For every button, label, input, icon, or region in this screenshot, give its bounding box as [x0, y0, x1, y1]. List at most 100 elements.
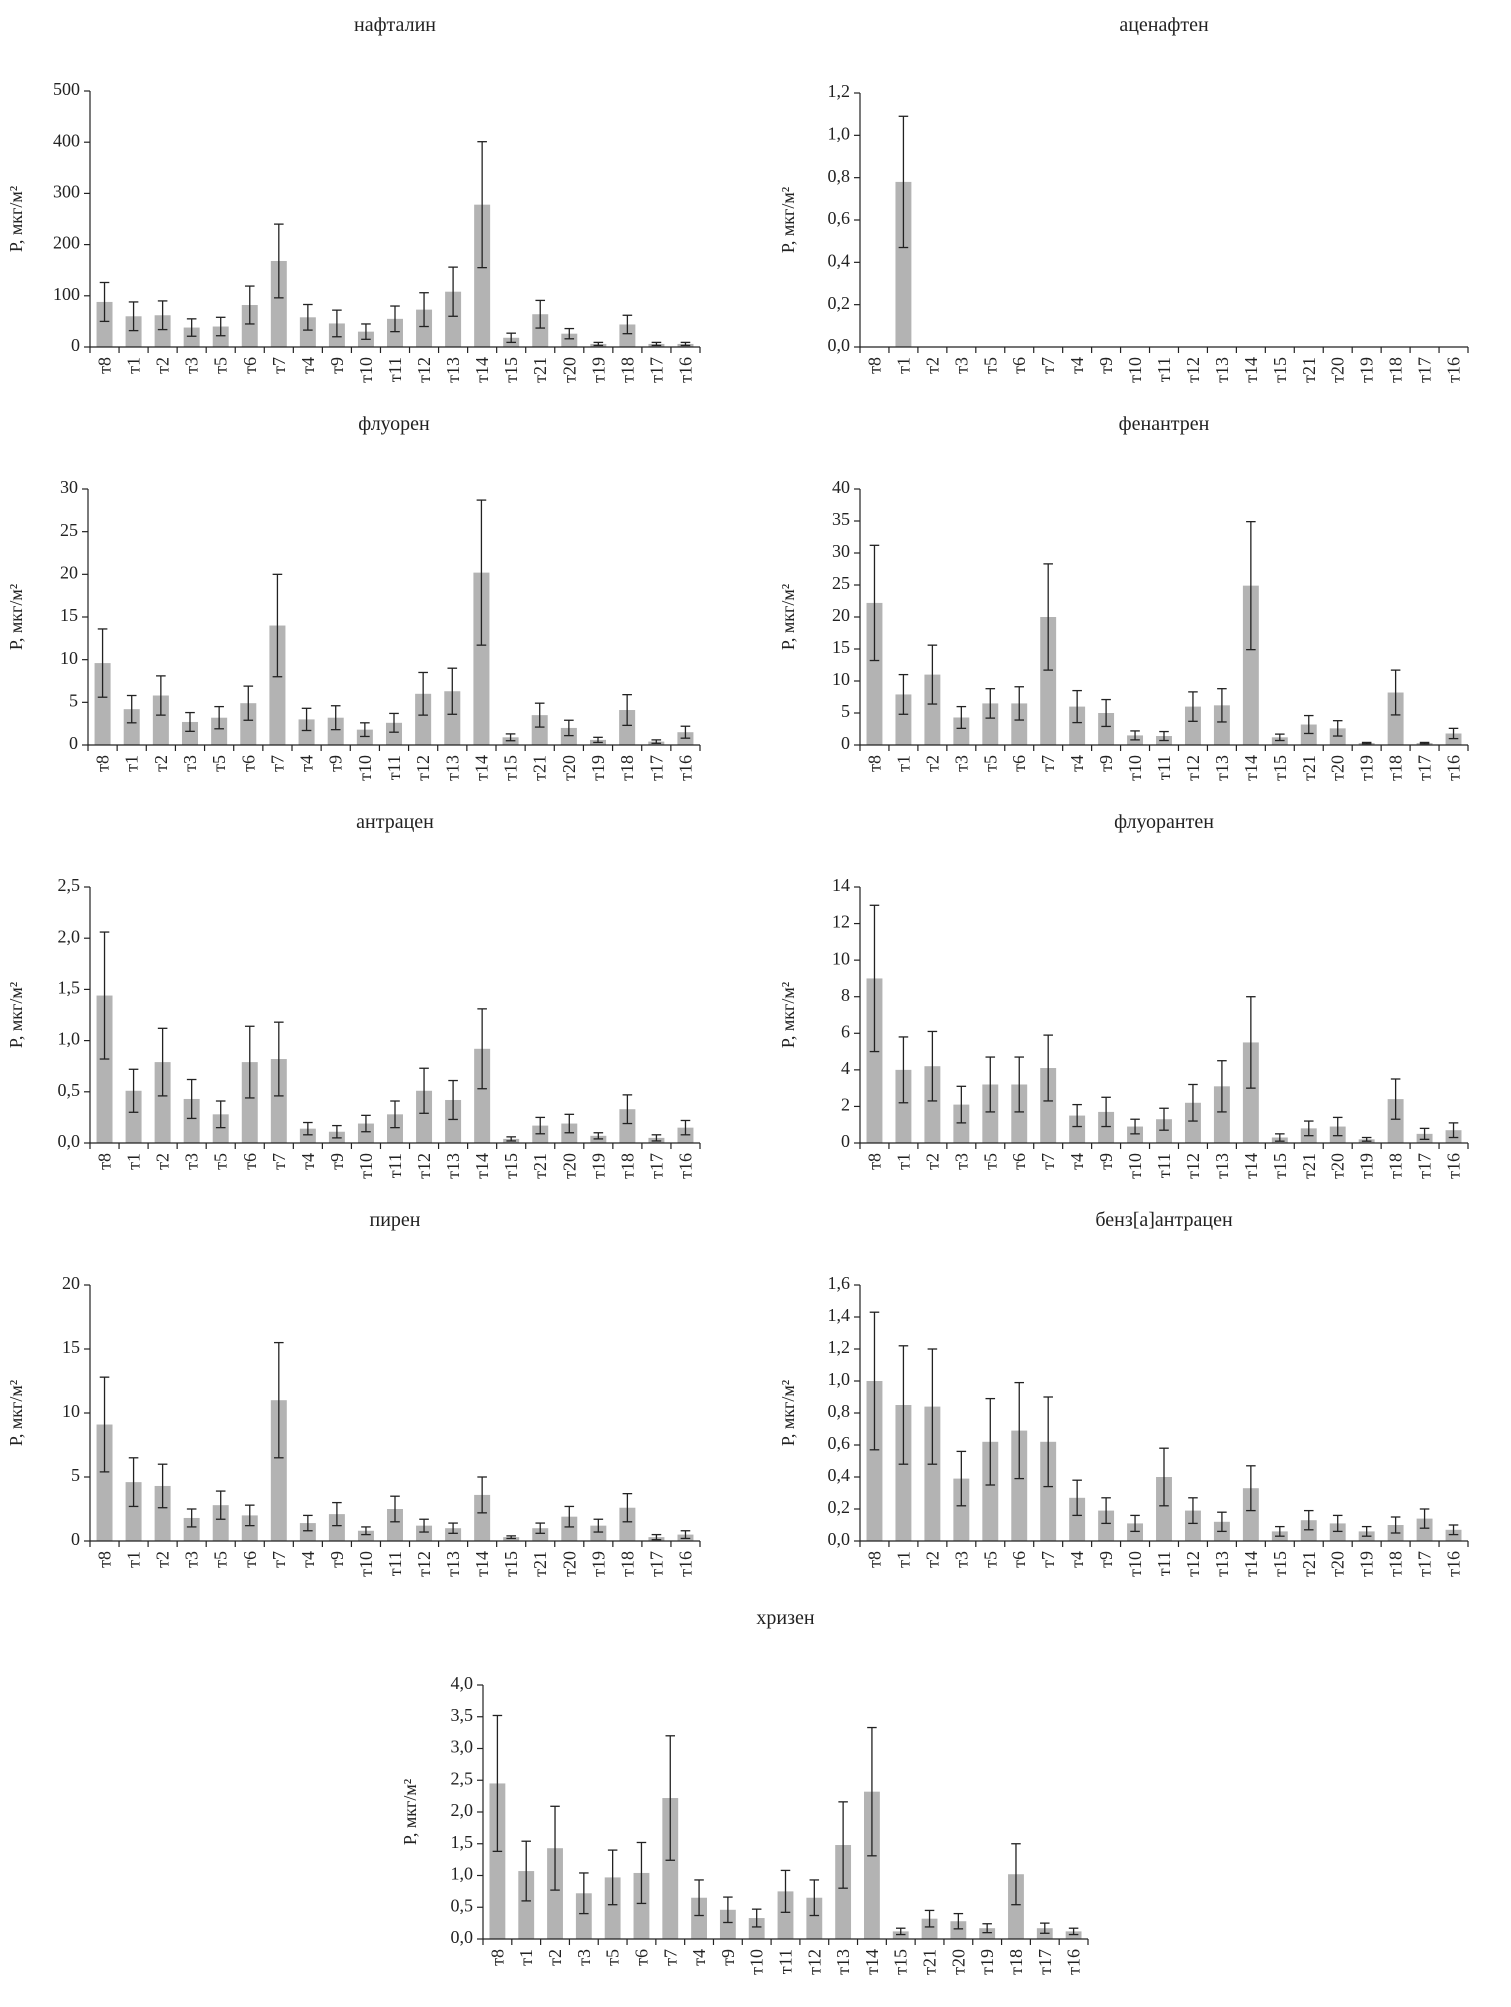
bar — [604, 1877, 621, 1939]
x-tick-label: т15 — [1270, 755, 1290, 781]
x-tick-label: т14 — [1241, 357, 1261, 383]
x-tick-label: т11 — [384, 755, 404, 780]
bar — [866, 602, 883, 745]
y-tick-label: 25 — [832, 573, 850, 593]
bar — [154, 1485, 171, 1541]
bar — [531, 715, 548, 745]
x-tick-label: т8 — [864, 1551, 884, 1568]
y-axis-label: P, мкг/м² — [778, 982, 798, 1048]
y-tick-label: 0,4 — [828, 250, 851, 270]
y-tick-label: 20 — [62, 1273, 80, 1293]
x-tick-label: т20 — [559, 1153, 579, 1179]
x-tick-label: т10 — [1125, 357, 1145, 383]
x-tick-label: т19 — [1357, 1551, 1377, 1577]
x-tick-label: т15 — [501, 1551, 521, 1577]
bar — [241, 305, 258, 347]
x-tick-label: т14 — [862, 1949, 882, 1975]
bar — [1242, 1042, 1259, 1143]
y-tick-label: 8 — [841, 985, 850, 1005]
chart-title: флуорен — [358, 413, 430, 435]
y-tick-label: 500 — [53, 79, 80, 99]
bar — [532, 1528, 549, 1541]
x-tick-label: т19 — [977, 1949, 997, 1975]
y-tick-label: 1,0 — [58, 1029, 81, 1049]
x-tick-label: т10 — [356, 1153, 376, 1179]
y-tick-label: 0,0 — [828, 335, 851, 355]
bar — [474, 1048, 491, 1143]
bar — [357, 1123, 374, 1143]
x-tick-label: т14 — [472, 357, 492, 383]
bar — [532, 314, 549, 347]
y-tick-label: 10 — [62, 1401, 80, 1421]
x-tick-label: т16 — [675, 1551, 695, 1577]
x-tick-label: т21 — [1299, 1153, 1319, 1179]
bar — [950, 1921, 967, 1939]
x-tick-label: т2 — [151, 755, 171, 772]
y-tick-label: 2,0 — [58, 926, 81, 946]
x-tick-label: т3 — [182, 1153, 202, 1170]
x-tick-label: т19 — [588, 357, 608, 383]
x-tick-label: т16 — [675, 755, 695, 781]
x-tick-label: т6 — [1009, 1153, 1029, 1170]
bar — [662, 1798, 679, 1939]
x-tick-label: т11 — [1154, 1551, 1174, 1576]
bar — [866, 978, 883, 1143]
y-tick-label: 3,5 — [451, 1705, 474, 1725]
bar — [154, 315, 171, 347]
x-tick-label: т1 — [893, 755, 913, 772]
bar — [270, 260, 287, 347]
bar — [299, 317, 316, 347]
y-tick-label: 2 — [841, 1095, 850, 1115]
x-tick-label: т10 — [356, 1551, 376, 1577]
bar — [1127, 1523, 1144, 1541]
x-tick-label: т11 — [1154, 755, 1174, 780]
x-tick-label: т16 — [1444, 1551, 1464, 1577]
bar — [241, 1062, 258, 1143]
y-tick-label: 4,0 — [451, 1673, 474, 1693]
bar — [619, 324, 636, 347]
bar — [1242, 585, 1259, 745]
x-tick-label: т19 — [588, 755, 608, 781]
x-tick-label: т20 — [559, 357, 579, 383]
x-tick-label: т6 — [1009, 1551, 1029, 1568]
bar — [415, 693, 432, 745]
bar — [575, 1893, 592, 1939]
x-tick-label: т1 — [893, 1153, 913, 1170]
bar — [1242, 1488, 1259, 1541]
x-tick-label: т7 — [267, 755, 287, 772]
x-tick-label: т11 — [385, 1153, 405, 1178]
y-axis-label: P, мкг/м² — [6, 1380, 26, 1446]
bar — [982, 1441, 999, 1541]
x-tick-label: т21 — [1299, 1551, 1319, 1577]
bar — [212, 326, 229, 347]
y-tick-label: 10 — [832, 948, 850, 968]
x-tick-label: т8 — [864, 755, 884, 772]
x-tick-label: т1 — [124, 1153, 144, 1170]
bar — [125, 316, 142, 347]
x-tick-label: т8 — [864, 1153, 884, 1170]
bar — [1040, 1441, 1057, 1541]
x-tick-label: т2 — [545, 1949, 565, 1966]
y-tick-label: 30 — [60, 477, 78, 497]
x-tick-label: т18 — [1386, 1551, 1406, 1577]
x-tick-label: т17 — [646, 357, 666, 383]
x-tick-label: т11 — [385, 1551, 405, 1576]
y-tick-label: 20 — [832, 605, 850, 625]
bar — [299, 1523, 316, 1541]
bar — [547, 1848, 563, 1939]
bar — [982, 703, 999, 745]
y-tick-label: 12 — [832, 912, 850, 932]
x-tick-label: т8 — [864, 357, 884, 374]
x-tick-label: т6 — [240, 1551, 260, 1568]
x-tick-label: т13 — [1212, 1153, 1232, 1179]
bar — [560, 727, 577, 745]
x-tick-label: т1 — [893, 1551, 913, 1568]
y-tick-label: 0,5 — [451, 1895, 474, 1915]
x-tick-label: т14 — [472, 1551, 492, 1577]
bar — [748, 1918, 765, 1939]
bar — [445, 1099, 462, 1143]
chart-panel: нафталин P, мкг/м² 0 100 200 300 400 500 т8 т1 т2 т… — [6, 14, 701, 383]
bar — [633, 1872, 650, 1939]
x-tick-label: т20 — [1328, 755, 1348, 781]
x-tick-label: т8 — [95, 1153, 115, 1170]
